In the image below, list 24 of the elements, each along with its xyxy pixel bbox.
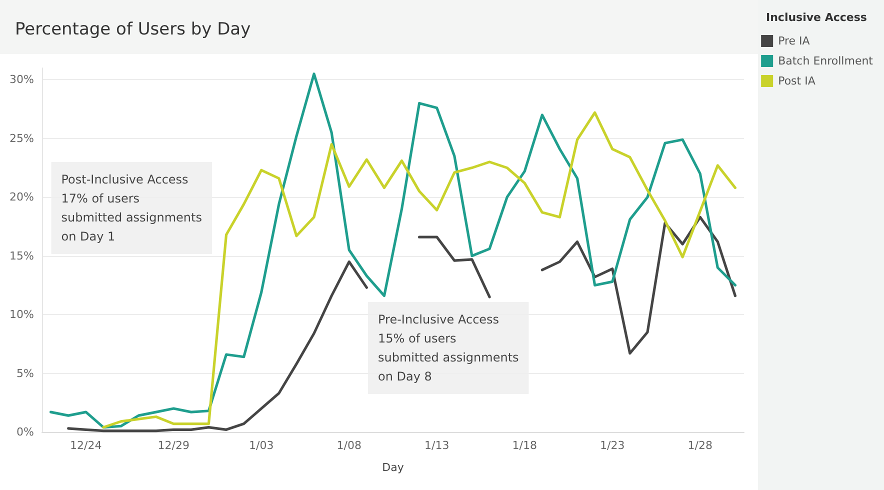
x-tick-label: 1/03 xyxy=(249,439,274,452)
x-axis-title: Day xyxy=(382,461,404,474)
legend-title: Inclusive Access xyxy=(766,11,868,24)
y-tick-label: 30% xyxy=(10,73,34,86)
legend-label: Pre IA xyxy=(778,34,810,48)
x-tick-label: 1/08 xyxy=(336,439,362,452)
y-tick-label: 25% xyxy=(10,132,34,145)
x-tick-label: 12/29 xyxy=(158,439,190,452)
y-tick-label: 0% xyxy=(16,426,34,438)
line-series xyxy=(49,72,737,429)
y-tick-label: 15% xyxy=(10,249,34,262)
y-tick-label: 5% xyxy=(16,366,34,380)
annotation: Pre-Inclusive Access 15% of users submitted assignments on Day 8 xyxy=(378,312,519,384)
chart-title: Percentage of Users by Day xyxy=(15,20,251,40)
legend-label: Post IA xyxy=(778,74,816,88)
x-tick-label: 1/28 xyxy=(688,439,712,452)
annotation: Post-Inclusive Access 17% of users submitted assignments on Day 1 xyxy=(61,172,202,244)
x-tick-label: 1/13 xyxy=(424,439,450,452)
y-tick-label: 20% xyxy=(10,190,34,204)
x-tick-label: 1/23 xyxy=(600,439,625,452)
legend-label: Batch Enrollment xyxy=(778,54,874,68)
x-tick-label: 1/18 xyxy=(512,439,537,452)
y-tick-label: 10% xyxy=(10,308,34,322)
x-tick-label: 12/24 xyxy=(70,439,102,452)
